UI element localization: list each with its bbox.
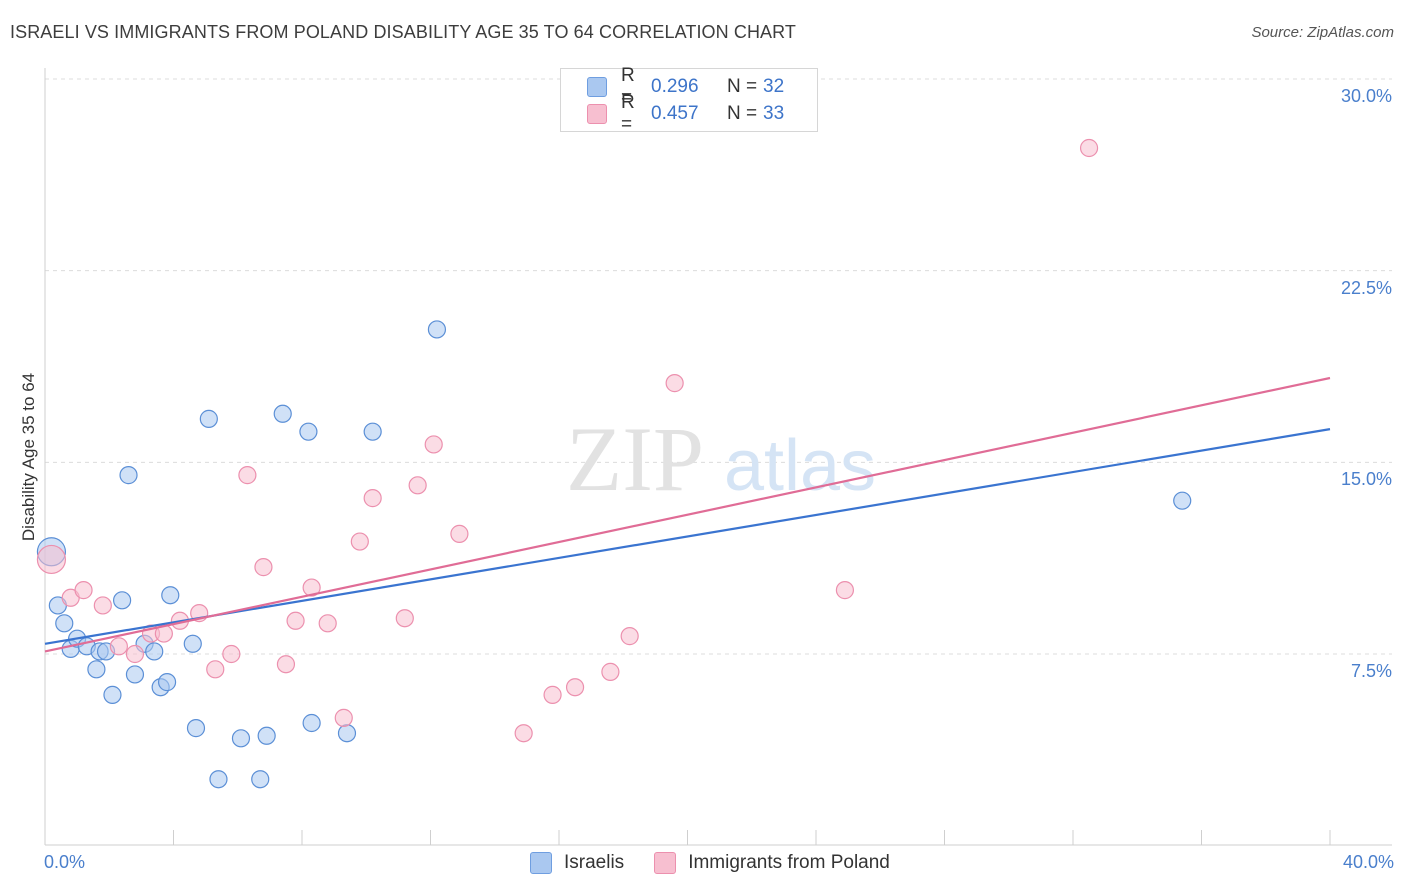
israelis-point: [55, 614, 74, 633]
israelis-point: [183, 634, 202, 653]
data-points: [36, 138, 1192, 789]
legend-label: Israelis: [564, 852, 625, 873]
watermark-zip: ZIP: [566, 408, 704, 510]
legend-swatch-blue: [587, 77, 607, 97]
israelis-point: [257, 726, 276, 745]
x-tick-min: 0.0%: [44, 852, 86, 872]
r-label: R =: [621, 92, 635, 135]
poland-point: [835, 581, 855, 600]
poland-point: [93, 596, 112, 615]
israelis-point: [103, 685, 122, 704]
poland-point: [109, 637, 128, 656]
poland-point: [276, 655, 296, 674]
watermark-atlas: atlas: [724, 426, 876, 506]
series-legend: Israelis Immigrants from Poland: [530, 852, 920, 874]
y-tick-label: 7.5%: [1350, 661, 1392, 681]
poland-point: [36, 544, 67, 575]
israelis-point: [161, 586, 180, 605]
y-axis-label: Disability Age 35 to 64: [19, 372, 38, 542]
source-credit: Source: ZipAtlas.com: [1251, 24, 1394, 41]
israelis-point: [87, 660, 106, 679]
legend-row-israelis: R = 0.296 N = 32: [587, 65, 785, 108]
israelis-point: [302, 713, 321, 733]
poland-point: [408, 476, 427, 495]
poland-point: [1079, 138, 1099, 158]
y-tick-label: 15.0%: [1340, 469, 1392, 489]
israelis-point: [125, 665, 145, 684]
poland-point: [74, 581, 93, 600]
poland-point: [206, 660, 225, 679]
poland-point: [665, 374, 684, 393]
israelis-point: [112, 591, 132, 610]
poland-point: [222, 644, 241, 664]
israelis-point: [119, 466, 138, 485]
x-tick-max: 40.0%: [1342, 852, 1394, 872]
israelis-point: [273, 404, 292, 423]
poland-point: [302, 578, 321, 597]
r-value: 0.296: [651, 76, 699, 97]
poland-trend-line: [44, 376, 1331, 653]
n-label: N =: [727, 76, 758, 97]
israelis-point: [199, 409, 218, 428]
poland-point: [350, 532, 369, 551]
israelis-point: [337, 724, 357, 743]
y-tick-label: 30.0%: [1340, 86, 1392, 106]
poland-point: [238, 466, 257, 485]
israelis-point: [186, 719, 206, 738]
israelis-trend-line: [44, 428, 1331, 645]
chart-title: ISRAELI VS IMMIGRANTS FROM POLAND DISABI…: [10, 22, 797, 42]
correlation-legend: R = 0.296 N = 32 R = 0.457 N = 33: [560, 65, 818, 135]
n-value: 32: [763, 76, 785, 97]
poland-point: [254, 558, 273, 577]
israelis-point: [427, 320, 447, 339]
israelis-point: [251, 770, 270, 789]
poland-point: [334, 708, 353, 727]
israelis-point: [231, 729, 251, 748]
israelis-point: [1173, 491, 1192, 510]
n-label: N =: [727, 103, 758, 124]
legend-item-israelis: Israelis: [530, 852, 624, 874]
poland-point: [318, 614, 337, 633]
legend-swatch-blue: [530, 852, 552, 874]
israelis-point: [209, 770, 228, 789]
israelis-point: [157, 673, 177, 692]
israelis-point: [363, 422, 382, 441]
israelis-point: [145, 642, 164, 661]
legend-row-poland: R = 0.457 N = 33: [587, 92, 785, 135]
poland-point: [125, 644, 145, 664]
poland-point: [286, 611, 305, 630]
poland-point: [363, 489, 382, 508]
legend-swatch-pink: [654, 852, 677, 874]
legend-swatch-pink: [587, 104, 607, 124]
poland-point: [395, 609, 414, 628]
poland-point: [543, 685, 562, 704]
poland-point: [620, 627, 639, 646]
n-value: 33: [763, 103, 785, 124]
legend-item-poland: Immigrants from Poland: [654, 852, 890, 874]
y-tick-label: 22.5%: [1340, 278, 1392, 298]
trend-lines: [44, 376, 1331, 653]
poland-point: [601, 662, 620, 681]
poland-point: [565, 678, 585, 697]
r-label: R =: [621, 65, 635, 108]
legend-label: Immigrants from Poland: [688, 852, 890, 873]
grid-lines: [45, 78, 1392, 655]
r-value: 0.457: [651, 103, 699, 124]
axes: [44, 68, 1392, 846]
poland-point: [514, 724, 533, 743]
israelis-point: [299, 422, 318, 441]
poland-point: [424, 435, 443, 454]
watermark: ZIP atlas: [566, 408, 876, 510]
poland-point: [450, 524, 469, 543]
